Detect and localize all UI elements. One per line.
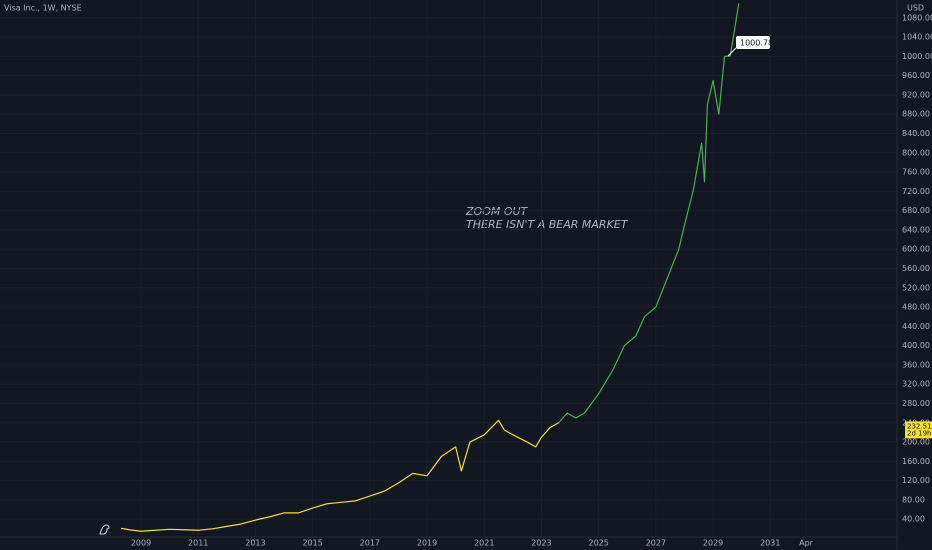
y-tick-label: 200.00	[902, 438, 930, 447]
x-tick-label: 2017	[360, 539, 380, 548]
y-tick-label: 360.00	[902, 360, 930, 369]
annotation: ZOOM OUT THERE ISN'T A BEAR MARKET	[465, 205, 629, 231]
x-tick-label: 2015	[302, 539, 322, 548]
y-tick-label: 960.00	[902, 71, 930, 80]
x-tick-label: 2011	[188, 539, 208, 548]
x-tick-label: 2025	[588, 539, 608, 548]
y-tick-label: 120.00	[902, 476, 930, 485]
x-tick-label: 2009	[131, 539, 151, 548]
y-tick-label: 920.00	[902, 90, 930, 99]
chart-title: Visa Inc., 1W, NYSE	[4, 4, 82, 13]
y-tick-label: 520.00	[902, 283, 930, 292]
y-tick-label: 800.00	[902, 148, 930, 157]
y-tick-label: 1000.00	[902, 52, 932, 61]
x-tick-label: 2027	[646, 539, 666, 548]
x-tick-label: Apr	[799, 539, 814, 548]
y-tick-label: 400.00	[902, 341, 930, 350]
x-tick-label: 2029	[703, 539, 723, 548]
callout: 1000.78	[727, 36, 773, 57]
x-tick-label: 2021	[474, 539, 494, 548]
price-tag-value: 232.51	[907, 422, 932, 430]
y-tick-label: 680.00	[902, 206, 930, 215]
y-tick-label: 320.00	[902, 380, 930, 389]
y-tick-label: 720.00	[902, 187, 930, 196]
x-tick-label: 2031	[760, 539, 780, 548]
price-tag-box	[905, 421, 932, 439]
annotation-line: THERE ISN'T A BEAR MARKET	[466, 218, 629, 231]
y-tick-label: 1080.00	[902, 13, 932, 22]
callout-label: 1000.78	[740, 39, 773, 48]
currency-label: USD	[907, 4, 924, 13]
y-tick-label: 1040.00	[902, 33, 932, 42]
y-tick-label: 480.00	[902, 303, 930, 312]
y-tick-label: 160.00	[902, 457, 930, 466]
callout-box	[736, 36, 770, 50]
y-tick-label: 840.00	[902, 129, 930, 138]
y-tick-label: 80.00	[902, 495, 925, 504]
y-tick-label: 280.00	[902, 399, 930, 408]
y-tick-label: 880.00	[902, 110, 930, 119]
price-line	[120, 419, 559, 532]
callout-pointer	[727, 47, 737, 57]
y-tick-label: 600.00	[902, 245, 930, 254]
price-tag-countdown: 2d 19h	[907, 429, 931, 437]
logo	[99, 524, 110, 535]
x-tick-label: 2019	[417, 539, 437, 548]
x-tick-label: 2023	[531, 539, 551, 548]
y-tick-label: 560.00	[902, 264, 930, 273]
y-tick-label: 760.00	[902, 168, 930, 177]
y-tick-label: 640.00	[902, 225, 930, 234]
y-tick-label: 40.00	[902, 515, 925, 524]
annotation-line: ZOOM OUT	[465, 205, 529, 218]
x-tick-label: 2013	[245, 539, 265, 548]
y-tick-label: 440.00	[902, 322, 930, 331]
price-line	[558, 3, 740, 424]
grid	[0, 0, 897, 537]
